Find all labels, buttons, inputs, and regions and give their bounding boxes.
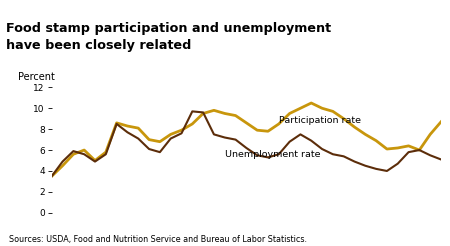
Text: Participation rate: Participation rate — [279, 116, 361, 125]
Text: Food stamp participation and unemployment
have been closely related: Food stamp participation and unemploymen… — [6, 22, 331, 52]
Text: Unemployment rate: Unemployment rate — [225, 151, 320, 159]
Text: Sources: USDA, Food and Nutrition Service and Bureau of Labor Statistics.: Sources: USDA, Food and Nutrition Servic… — [9, 234, 307, 244]
Text: Percent: Percent — [18, 72, 55, 82]
